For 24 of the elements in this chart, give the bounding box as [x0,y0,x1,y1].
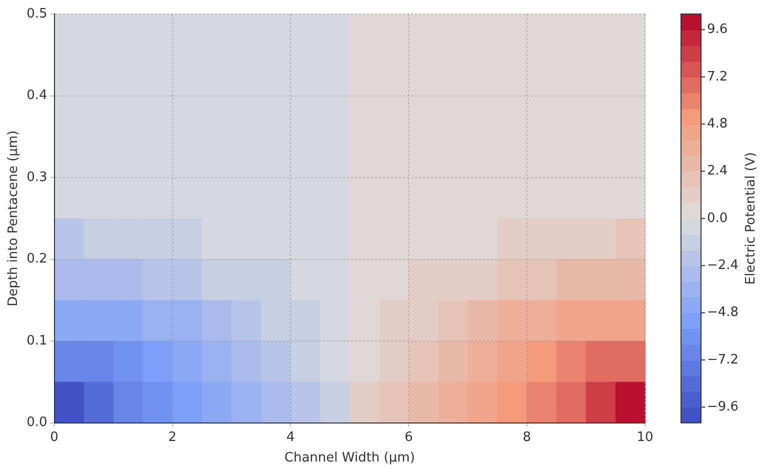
color-bar-label: −7.2 [707,352,739,368]
x-tick-label: 8 [522,430,531,445]
color-bar-label: −4.8 [707,305,739,320]
y-axis-title: Depth into Pentacene (µm) [6,130,22,306]
y-tick-label: 0.0 [26,415,48,430]
color-bar-label: −2.4 [707,258,739,273]
x-tick-label: 4 [286,430,295,445]
x-tick-label: 6 [404,430,413,445]
color-bar-label: 2.4 [707,164,728,179]
color-bar-label: 0.0 [707,210,728,226]
x-axis-title: Channel Width (µm) [284,450,415,466]
x-tick-label: 0 [50,430,58,445]
color-bar-title: Electric Potential (V) [743,152,758,285]
color-bar-label: 7.2 [707,69,728,84]
x-tick-label: 10 [636,430,654,445]
color-bar-label: 9.6 [707,22,728,38]
x-tick-label: 2 [168,430,177,445]
color-bar-label: −9.6 [707,399,739,414]
y-tick-label: 0.3 [26,170,48,185]
y-tick-label: 0.5 [26,6,48,22]
color-bar-label: 4.8 [707,116,728,132]
y-tick-label: 0.1 [26,333,48,348]
y-tick-label: 0.4 [26,88,48,104]
y-tick-label: 0.2 [26,252,48,267]
